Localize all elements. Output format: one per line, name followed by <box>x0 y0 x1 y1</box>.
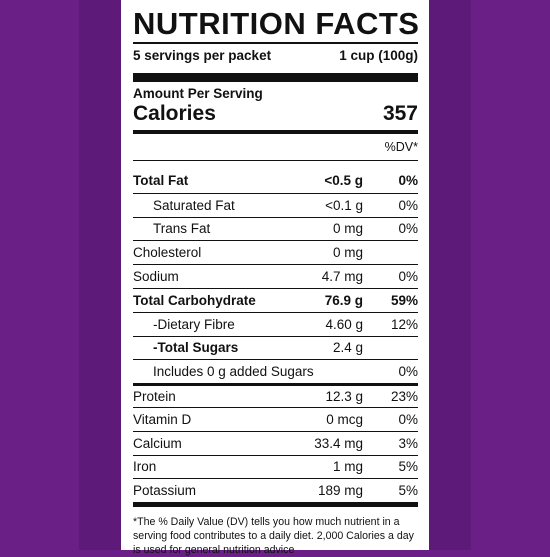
nutrient-dv: 0% <box>398 173 418 189</box>
nutrient-amount: 0 mg <box>332 245 363 261</box>
nutrient-dv: 3% <box>398 435 418 451</box>
nutrient-name: Total Fat <box>133 173 189 189</box>
nutrient-amount: 189 mg <box>317 483 363 499</box>
calories-label: Calories <box>133 102 216 125</box>
footnote: *The % Daily Value (DV) tells you how mu… <box>133 516 414 557</box>
nutrient-amount: 4.7 mg <box>321 269 363 285</box>
background-stripe-right <box>429 0 471 550</box>
nutrient-name: Trans Fat <box>153 221 211 237</box>
nutrient-dv: 12% <box>390 316 418 332</box>
nutrient-amount: 4.60 g <box>325 316 363 332</box>
nutrient-name: -Total Sugars <box>153 340 239 356</box>
nutrient-dv: 5% <box>398 459 418 475</box>
nutrient-dv: 59% <box>390 292 418 308</box>
serving-size: 1 cup (100g) <box>339 48 418 63</box>
nutrient-amount: 33.4 mg <box>314 435 363 451</box>
servings-line: 5 servings per packet 1 cup (100g) <box>133 42 418 69</box>
nutrient-name: Protein <box>133 389 176 405</box>
nutrient-amount: 76.9 g <box>324 292 363 308</box>
servings-per-packet: 5 servings per packet <box>133 48 272 63</box>
nutrient-row-calcium: Calcium 33.4 mg 3% <box>133 430 418 455</box>
nutrient-row-potassium: Potassium 189 mg 5% <box>133 478 418 502</box>
nutrient-name: Potassium <box>133 483 197 499</box>
dv-header: %DV* <box>384 140 418 154</box>
nutrient-row-trans-fat: Trans Fat 0 mg 0% <box>133 216 418 241</box>
nutrient-row-vitamin-d: Vitamin D 0 mcg 0% <box>133 406 418 431</box>
thin-divider <box>133 160 418 161</box>
nutrient-dv: 0% <box>398 221 418 237</box>
calories-line: Calories 357 <box>133 102 418 130</box>
nutrient-amount: 0 mg <box>332 221 363 237</box>
nutrient-amount: 1 mg <box>332 459 363 475</box>
nutrient-row-cholesterol: Cholesterol 0 mg <box>133 240 418 264</box>
background-stripe-left <box>79 0 121 550</box>
label-title: NUTRITION FACTS <box>133 6 420 41</box>
nutrient-dv: 23% <box>390 389 418 405</box>
nutrient-dv: 5% <box>398 483 418 499</box>
nutrient-name: Vitamin D <box>133 411 192 427</box>
thick-divider-bottom <box>133 502 418 508</box>
thick-divider <box>133 73 418 82</box>
nutrient-amount: <0.5 g <box>324 173 363 189</box>
nutrient-amount: 2.4 g <box>332 340 363 356</box>
nutrient-amount: 0 mcg <box>326 411 363 427</box>
calories-value: 357 <box>382 102 418 125</box>
nutrient-dv: 0% <box>398 364 418 380</box>
nutrient-amount: 12.3 g <box>325 389 363 405</box>
nutrition-facts-label: NUTRITION FACTS 5 servings per packet 1 … <box>121 0 429 556</box>
nutrient-name: Includes 0 g added Sugars <box>153 364 314 380</box>
nutrient-name: Total Carbohydrate <box>133 292 256 308</box>
nutrient-dv: 0% <box>398 269 418 285</box>
medium-divider <box>133 130 418 134</box>
nutrient-row-total-carbohydrate: Total Carbohydrate 76.9 g 59% <box>133 287 418 312</box>
nutrient-row-protein: Protein 12.3 g 23% <box>133 383 418 407</box>
nutrient-row-iron: Iron 1 mg 5% <box>133 454 418 479</box>
nutrient-amount: <0.1 g <box>325 197 363 213</box>
nutrient-name: Calcium <box>133 435 182 451</box>
nutrient-name: Cholesterol <box>133 245 202 261</box>
nutrient-row-added-sugars: Includes 0 g added Sugars 0% <box>133 359 418 383</box>
nutrient-name: -Dietary Fibre <box>153 316 235 332</box>
nutrient-dv: 0% <box>398 411 418 427</box>
nutrient-row-saturated-fat: Saturated Fat <0.1 g 0% <box>133 192 418 217</box>
nutrient-rows: Total Fat <0.5 g 0% Saturated Fat <0.1 g… <box>133 169 418 502</box>
nutrient-row-total-sugars: -Total Sugars 2.4 g <box>133 335 418 360</box>
nutrient-name: Iron <box>133 459 157 475</box>
nutrient-row-dietary-fibre: -Dietary Fibre 4.60 g 12% <box>133 311 418 336</box>
nutrient-name: Saturated Fat <box>153 197 235 213</box>
nutrient-row-sodium: Sodium 4.7 mg 0% <box>133 264 418 288</box>
nutrient-dv: 0% <box>398 197 418 213</box>
amount-per-serving: Amount Per Serving <box>133 86 263 101</box>
nutrient-name: Sodium <box>133 269 179 285</box>
nutrient-row-total-fat: Total Fat <0.5 g 0% <box>133 169 418 193</box>
